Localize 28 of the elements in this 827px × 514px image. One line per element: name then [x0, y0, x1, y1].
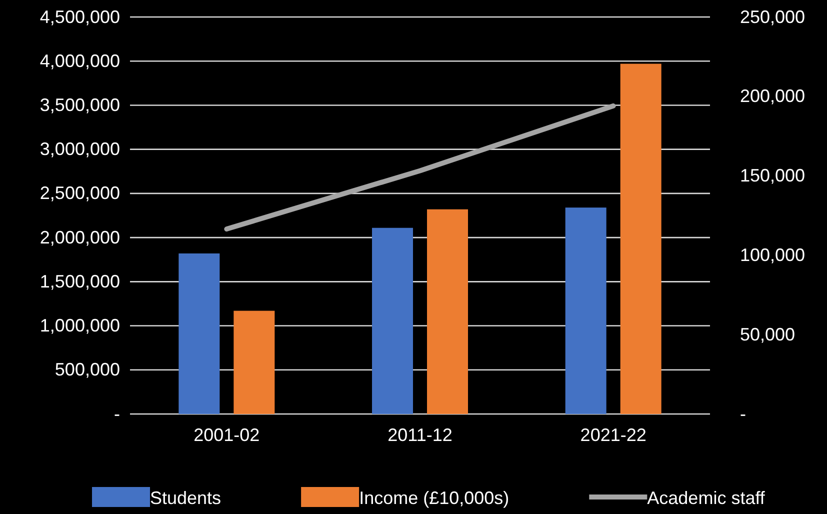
- y-tick-label: -: [114, 404, 120, 424]
- x-tick-label: 2001-02: [194, 424, 260, 445]
- y-tick-label: 1,500,000: [40, 271, 120, 292]
- y2-tick-label: 250,000: [740, 6, 806, 27]
- y2-tick-label: 50,000: [740, 324, 796, 344]
- legend-label: Academic staff: [647, 488, 766, 508]
- x-tick-label: 2011-12: [388, 424, 452, 445]
- legend-label: Income (£10,000s): [359, 488, 510, 508]
- y-tick-label: 4,000,000: [40, 50, 120, 71]
- bar: [620, 64, 662, 414]
- bar: [234, 310, 275, 414]
- y2-tick-label: -: [740, 404, 746, 424]
- x-tick-label: 2021-22: [580, 424, 646, 445]
- y-tick-label: 500,000: [54, 360, 120, 380]
- y2-tick-label: 150,000: [740, 166, 806, 186]
- y-tick-label: 1,000,000: [40, 316, 120, 336]
- y-tick-label: 2,500,000: [40, 183, 120, 204]
- bar: [427, 209, 468, 414]
- y-tick-label: 3,500,000: [40, 94, 120, 115]
- bar: [372, 228, 413, 414]
- y2-tick-label: 200,000: [740, 86, 806, 106]
- y2-tick-label: 100,000: [740, 244, 806, 265]
- y-tick-label: 4,500,000: [40, 6, 120, 27]
- bar: [178, 253, 220, 414]
- legend-label: Students: [150, 488, 222, 508]
- bar: [565, 208, 606, 414]
- y-tick-label: 2,000,000: [40, 227, 120, 248]
- y-tick-label: 3,000,000: [40, 139, 120, 160]
